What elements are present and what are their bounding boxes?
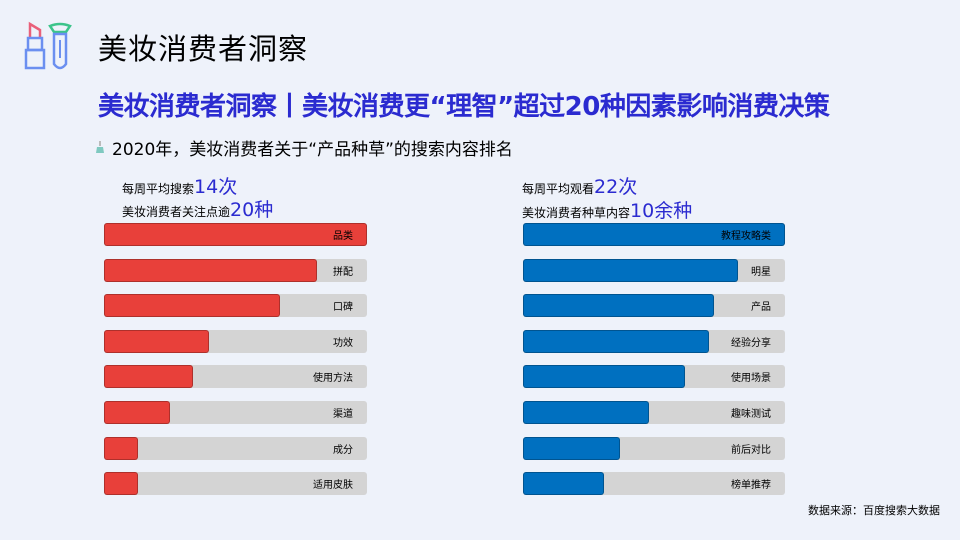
bar-label: 功效 (333, 337, 353, 349)
bar-track: 渠道 (104, 401, 367, 424)
bar-track: 成分 (104, 436, 367, 460)
bar-track: 榜单推荐 (523, 472, 785, 496)
bar-track: 教程攻略类 (523, 223, 785, 246)
bar-track: 口碑 (104, 294, 367, 318)
bar-label: 成分 (333, 444, 353, 456)
bar-track: 功效 (104, 329, 367, 353)
bar-track: 前后对比 (523, 436, 785, 460)
stat-label: 美妆消费者种草内容 (522, 206, 631, 220)
bar (104, 329, 210, 353)
bar-label: 使用方法 (313, 373, 353, 385)
bar-label: 渠道 (333, 409, 353, 420)
bar (523, 472, 605, 496)
bar-track: 品类 (104, 223, 367, 246)
bar-track: 适用皮肤 (104, 472, 367, 496)
bar-label: 品类 (333, 231, 353, 242)
bar-label: 拼配 (333, 266, 353, 278)
page-title: 美妆消费者洞察 (98, 32, 309, 66)
bar (523, 223, 785, 246)
bar (523, 294, 715, 318)
bar-label: 教程攻略类 (721, 231, 771, 242)
bar (523, 329, 710, 353)
bar-label: 适用皮肤 (313, 480, 353, 492)
bar-track: 明星 (523, 258, 785, 282)
stat-label: 美妆消费者关注点逾 (122, 205, 231, 219)
bar-label: 榜单推荐 (731, 480, 771, 492)
stat-line: 美妆消费者种草内容10余种 (522, 196, 692, 223)
bar-label: 使用场景 (731, 373, 771, 385)
headline: 美妆消费者洞察丨美妆消费更“理智”超过20种因素影响消费决策 (98, 92, 830, 122)
bar (104, 294, 281, 318)
bar-track: 趣味测试 (523, 401, 785, 424)
bar-label: 前后对比 (731, 444, 771, 456)
stat-label: 每周平均搜索 (122, 182, 195, 196)
stat-line: 美妆消费者关注点逾20种 (122, 195, 273, 222)
bar (104, 401, 170, 424)
bar-track: 产品 (523, 294, 785, 318)
subtitle: 2020年，美妆消费者关于“产品种草”的搜索内容排名 (112, 140, 513, 160)
stat-value: 10余种 (630, 200, 693, 222)
bar-label: 明星 (751, 266, 771, 278)
stat-value: 20种 (230, 199, 274, 221)
lipstick-brush-icon (24, 21, 72, 70)
bar (523, 258, 738, 282)
bar-track: 经验分享 (523, 329, 785, 353)
bar-track: 使用方法 (104, 365, 367, 389)
stat-line: 每周平均搜索14次 (122, 172, 237, 199)
bar-track: 拼配 (104, 258, 367, 282)
stat-value: 14次 (194, 176, 238, 198)
bottle-icon (96, 141, 104, 153)
bar (104, 365, 194, 389)
bar (104, 258, 318, 282)
bar (523, 365, 686, 389)
bar (104, 223, 367, 246)
bar (104, 472, 139, 496)
bar (523, 436, 620, 460)
bar-label: 口碑 (333, 302, 353, 314)
stat-label: 每周平均观看 (522, 182, 595, 196)
bar-label: 经验分享 (731, 337, 771, 349)
bar (523, 401, 649, 424)
bar-label: 趣味测试 (731, 409, 771, 420)
stat-line: 每周平均观看22次 (522, 172, 637, 199)
bar-label: 产品 (751, 302, 771, 314)
source-note: 数据来源：百度搜索大数据 (808, 504, 940, 517)
bar-track: 使用场景 (523, 365, 785, 389)
stat-value: 22次 (594, 176, 638, 198)
bar (104, 436, 139, 460)
